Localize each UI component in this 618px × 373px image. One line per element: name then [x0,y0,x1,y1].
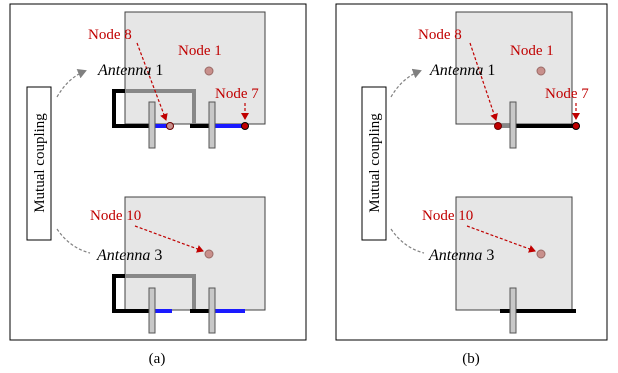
connector-4 [208,287,216,334]
node-8-dot [494,122,502,130]
connector-2 [208,101,216,149]
panel-b: Node 8 Node 1 Node 7 Antenna 1 Node 10 A… [335,3,608,367]
connector-3 [148,287,156,334]
node-10-label: Node 10 [422,208,473,224]
connector-1 [148,101,156,149]
mutual-coupling-box [361,86,387,241]
mutual-coupling-label: Mutual coupling [367,113,383,213]
connector-1 [509,101,517,149]
feed-network-top [112,89,249,149]
coupling-arrow-down [56,228,91,254]
coupling-arrow-up [56,69,87,98]
node-1-dot [204,66,214,76]
antenna-3-label: Antenna 3 [96,247,162,264]
node-1-dot [536,66,546,76]
node-7-label: Node 7 [545,86,589,102]
coupling-arrow-up [390,68,422,98]
node-10-dot [536,249,546,259]
mutual-coupling-box [26,86,52,241]
node-10-dot [204,249,214,259]
node-10-arrow [466,225,536,253]
panel-b-caption: (b) [462,351,480,367]
node-8-label: Node 8 [418,27,462,43]
node-8-label: Node 8 [88,27,132,43]
connector-2 [509,287,517,334]
node-8-arrow [469,42,498,121]
coupling-arrow-down [390,228,425,254]
node-1-label: Node 1 [178,43,222,59]
node-1-label: Node 1 [510,43,554,59]
antenna-1-label: Antenna 1 [97,62,163,79]
node-7-dot [572,122,580,130]
panel-a-caption: (a) [149,351,166,367]
node-7-label: Node 7 [215,86,259,102]
antenna-1-label: Antenna 1 [429,62,495,79]
feed-network-top [494,101,580,149]
node-10-arrow [134,225,204,253]
feed-line-gray [125,89,196,126]
feed-line-gray [125,274,196,311]
mutual-coupling-label: Mutual coupling [32,113,48,213]
feed-network-bottom [112,274,245,334]
node-7-dot [241,122,249,130]
node-8-dot [166,122,174,130]
antenna-3-label: Antenna 3 [428,247,494,264]
node-10-label: Node 10 [90,208,141,224]
panel-a: Node 8 Node 1 Node 7 Antenna 1 Node 10 A… [9,3,307,367]
node-8-arrow [136,42,168,121]
feed-network-bottom [500,287,576,334]
